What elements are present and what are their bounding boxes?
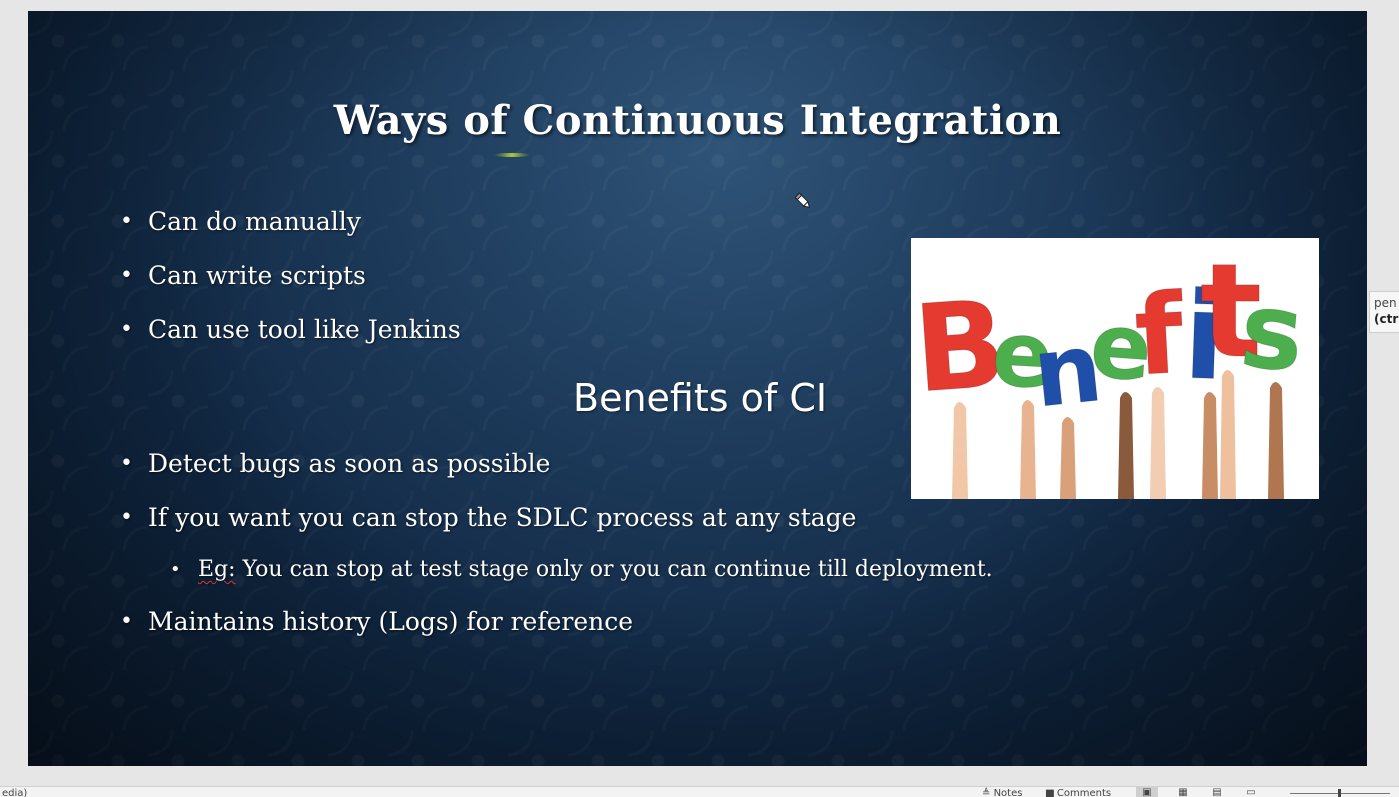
pen-ink-stroke	[494, 153, 530, 157]
benefit-text: Maintains history (Logs) for reference	[148, 607, 634, 636]
sub-list-item: • Eg: You can stop at test stage only or…	[170, 557, 993, 607]
bullet-glyph: •	[120, 505, 133, 530]
hand-arm	[1118, 392, 1134, 499]
bullet-glyph: •	[170, 559, 181, 580]
benefits-letter: s	[1236, 269, 1309, 396]
hand-arm	[952, 402, 968, 499]
benefits-illustration: Benefits	[911, 238, 1319, 499]
benefits-letter: e	[989, 302, 1055, 410]
tooltip-line: pen	[1374, 296, 1397, 310]
benefit-text: Detect bugs as soon as possible	[148, 449, 551, 478]
benefits-letter: e	[1087, 293, 1155, 402]
ci-way-text: Can write scripts	[148, 261, 366, 290]
slideshow-icon[interactable]: ▭	[1246, 787, 1256, 797]
zoom-slider-thumb[interactable]	[1338, 789, 1341, 797]
hand-arm	[1060, 417, 1076, 499]
hand-arm	[1020, 400, 1036, 499]
slide-subtitle: Benefits of CI	[573, 376, 828, 420]
bullet-glyph: •	[120, 317, 133, 342]
hand-arm	[1268, 382, 1284, 499]
status-bar: edia) ≜ Notes ▆ Comments ▣ ▦ ▤ ▭	[0, 786, 1399, 797]
list-item: • Detect bugs as soon as possible	[120, 449, 993, 503]
hand-arm	[1150, 387, 1166, 499]
list-item: • Can do manually	[120, 207, 461, 261]
pen-tooltip: pen (ctrl	[1369, 291, 1399, 333]
benefit-text: If you want you can stop the SDLC proces…	[148, 503, 857, 532]
ci-way-text: Can do manually	[148, 207, 361, 236]
comments-icon: ▆	[1046, 788, 1054, 797]
ci-ways-list: • Can do manually • Can write scripts • …	[120, 207, 461, 369]
bullet-glyph: •	[120, 609, 133, 634]
benefits-letter: i	[1181, 267, 1227, 407]
bullet-glyph: •	[120, 451, 133, 476]
reading-view-icon[interactable]: ▤	[1212, 787, 1222, 797]
notes-icon: ≜	[982, 788, 991, 797]
list-item: • If you want you can stop the SDLC proc…	[120, 503, 993, 557]
bullet-glyph: •	[120, 209, 133, 234]
notes-button[interactable]: ≜ Notes	[982, 788, 1022, 797]
pen-cursor-icon	[793, 191, 813, 211]
example-text: You can stop at test stage only or you c…	[235, 557, 993, 582]
status-left-text: edia)	[2, 788, 28, 797]
benefits-letter: f	[1132, 270, 1188, 400]
notes-label: Notes	[993, 788, 1023, 797]
example-prefix: Eg:	[198, 557, 236, 582]
slide-title: Ways of Continuous Integration	[333, 97, 1062, 144]
list-item: • Can use tool like Jenkins	[120, 315, 461, 369]
comments-label: Comments	[1056, 788, 1112, 797]
slide-canvas[interactable]: Ways of Continuous Integration • Can do …	[28, 11, 1367, 766]
bullet-glyph: •	[120, 263, 133, 288]
benefits-letter: B	[911, 275, 1011, 420]
benefits-list: • Detect bugs as soon as possible • If y…	[120, 449, 993, 661]
slide-sorter-icon[interactable]: ▦	[1178, 787, 1188, 797]
benefits-letter: t	[1200, 238, 1262, 387]
ci-way-text: Can use tool like Jenkins	[148, 315, 461, 344]
normal-view-icon[interactable]: ▣	[1136, 787, 1158, 797]
comments-button[interactable]: ▆ Comments	[1046, 788, 1111, 797]
tooltip-shortcut: (ctrl	[1374, 312, 1399, 326]
hand-arm	[1202, 392, 1218, 499]
list-item: • Can write scripts	[120, 261, 461, 315]
benefits-letter: n	[1028, 313, 1107, 429]
hand-arm	[1220, 370, 1236, 499]
list-item: • Maintains history (Logs) for reference	[120, 607, 993, 661]
